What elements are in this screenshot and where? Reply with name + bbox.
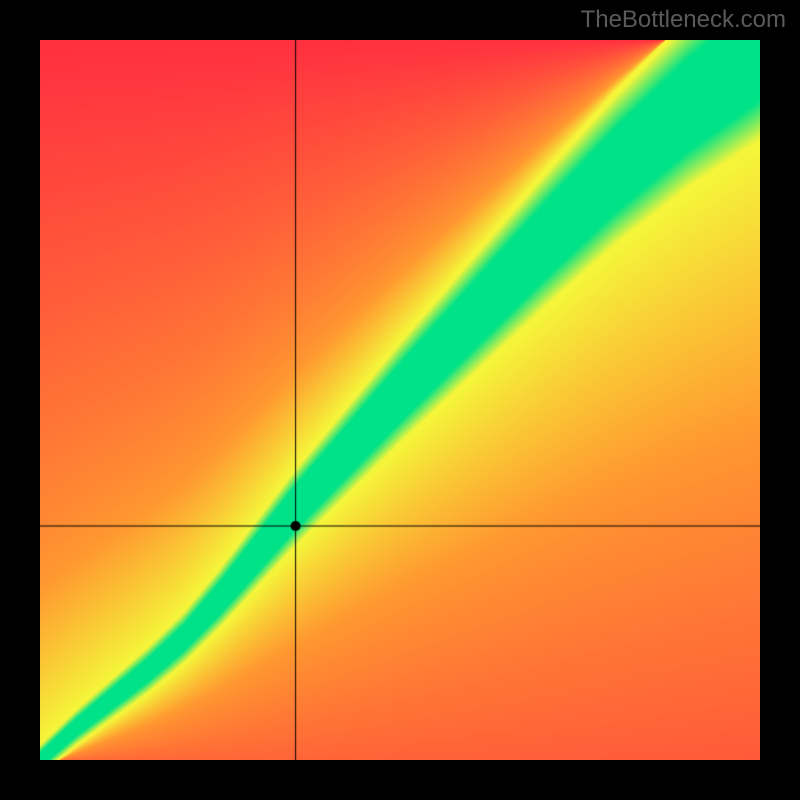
chart-container: TheBottleneck.com <box>0 0 800 800</box>
watermark-text: TheBottleneck.com <box>581 6 786 34</box>
heatmap-canvas <box>40 40 760 760</box>
